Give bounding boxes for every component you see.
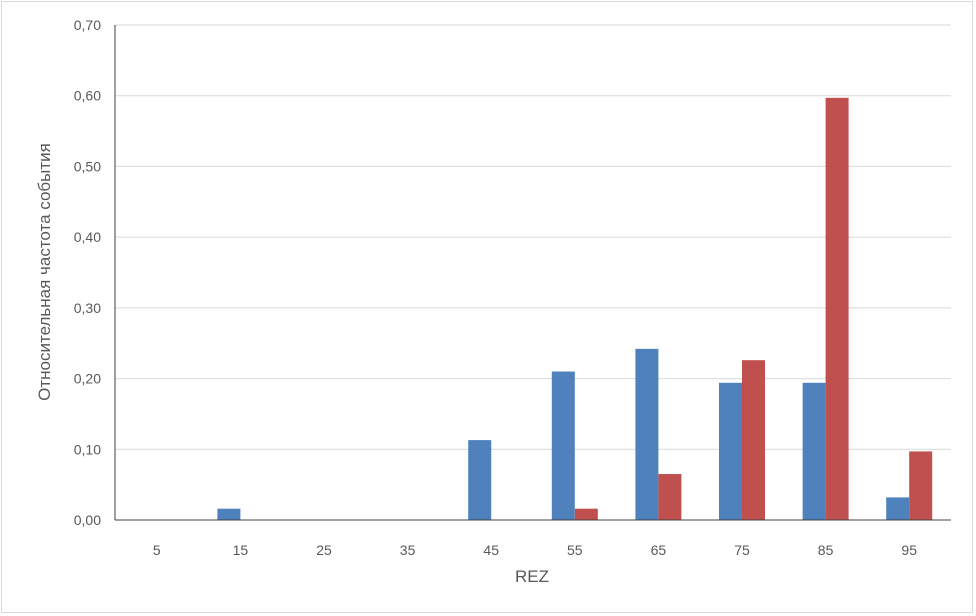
bar-series2-55: [574, 508, 598, 520]
grid-lines: [115, 24, 951, 450]
x-tick-label: 55: [567, 542, 583, 558]
y-tick-labels: 0,00 0,10 0,20 0,30 0,40 0,50 0,60 0,70: [74, 17, 101, 528]
y-tick-label: 0,10: [74, 441, 101, 457]
bar-series1-95: [886, 497, 910, 520]
bars: [217, 97, 933, 520]
bar-series2-75: [742, 360, 765, 520]
x-tick-label: 95: [901, 542, 917, 558]
y-tick-label: 0,70: [74, 17, 101, 33]
x-axis-title: REZ: [515, 567, 549, 586]
x-tick-label: 85: [818, 542, 834, 558]
x-tick-label: 45: [483, 542, 499, 558]
x-tick-label: 15: [233, 542, 249, 558]
y-tick-label: 0,40: [74, 229, 101, 245]
x-tick-label: 35: [400, 542, 416, 558]
bar-series2-95: [909, 451, 933, 520]
x-tick-label: 25: [316, 542, 332, 558]
y-axis-title: Относительная частота события: [35, 143, 54, 401]
x-tick-label: 75: [734, 542, 750, 558]
bar-series1-45: [468, 440, 492, 520]
y-tick-label: 0,20: [74, 371, 101, 387]
bar-series2-65: [658, 474, 682, 520]
x-tick-label: 5: [153, 542, 161, 558]
x-tick-label: 65: [651, 542, 667, 558]
bar-series1-75: [719, 382, 742, 520]
bar-series1-85: [802, 382, 826, 520]
axes: [114, 25, 951, 521]
bar-series1-15: [217, 508, 241, 520]
x-tick-labels: 5 15 25 35 45 55 65 75 85 95: [153, 542, 917, 558]
y-tick-label: 0,60: [74, 88, 101, 104]
y-tick-label: 0,00: [74, 512, 101, 528]
bar-series1-65: [635, 348, 659, 520]
y-tick-label: 0,30: [74, 300, 101, 316]
bar-series2-85: [825, 97, 849, 520]
bar-series1-55: [551, 371, 575, 520]
y-tick-label: 0,50: [74, 158, 101, 174]
